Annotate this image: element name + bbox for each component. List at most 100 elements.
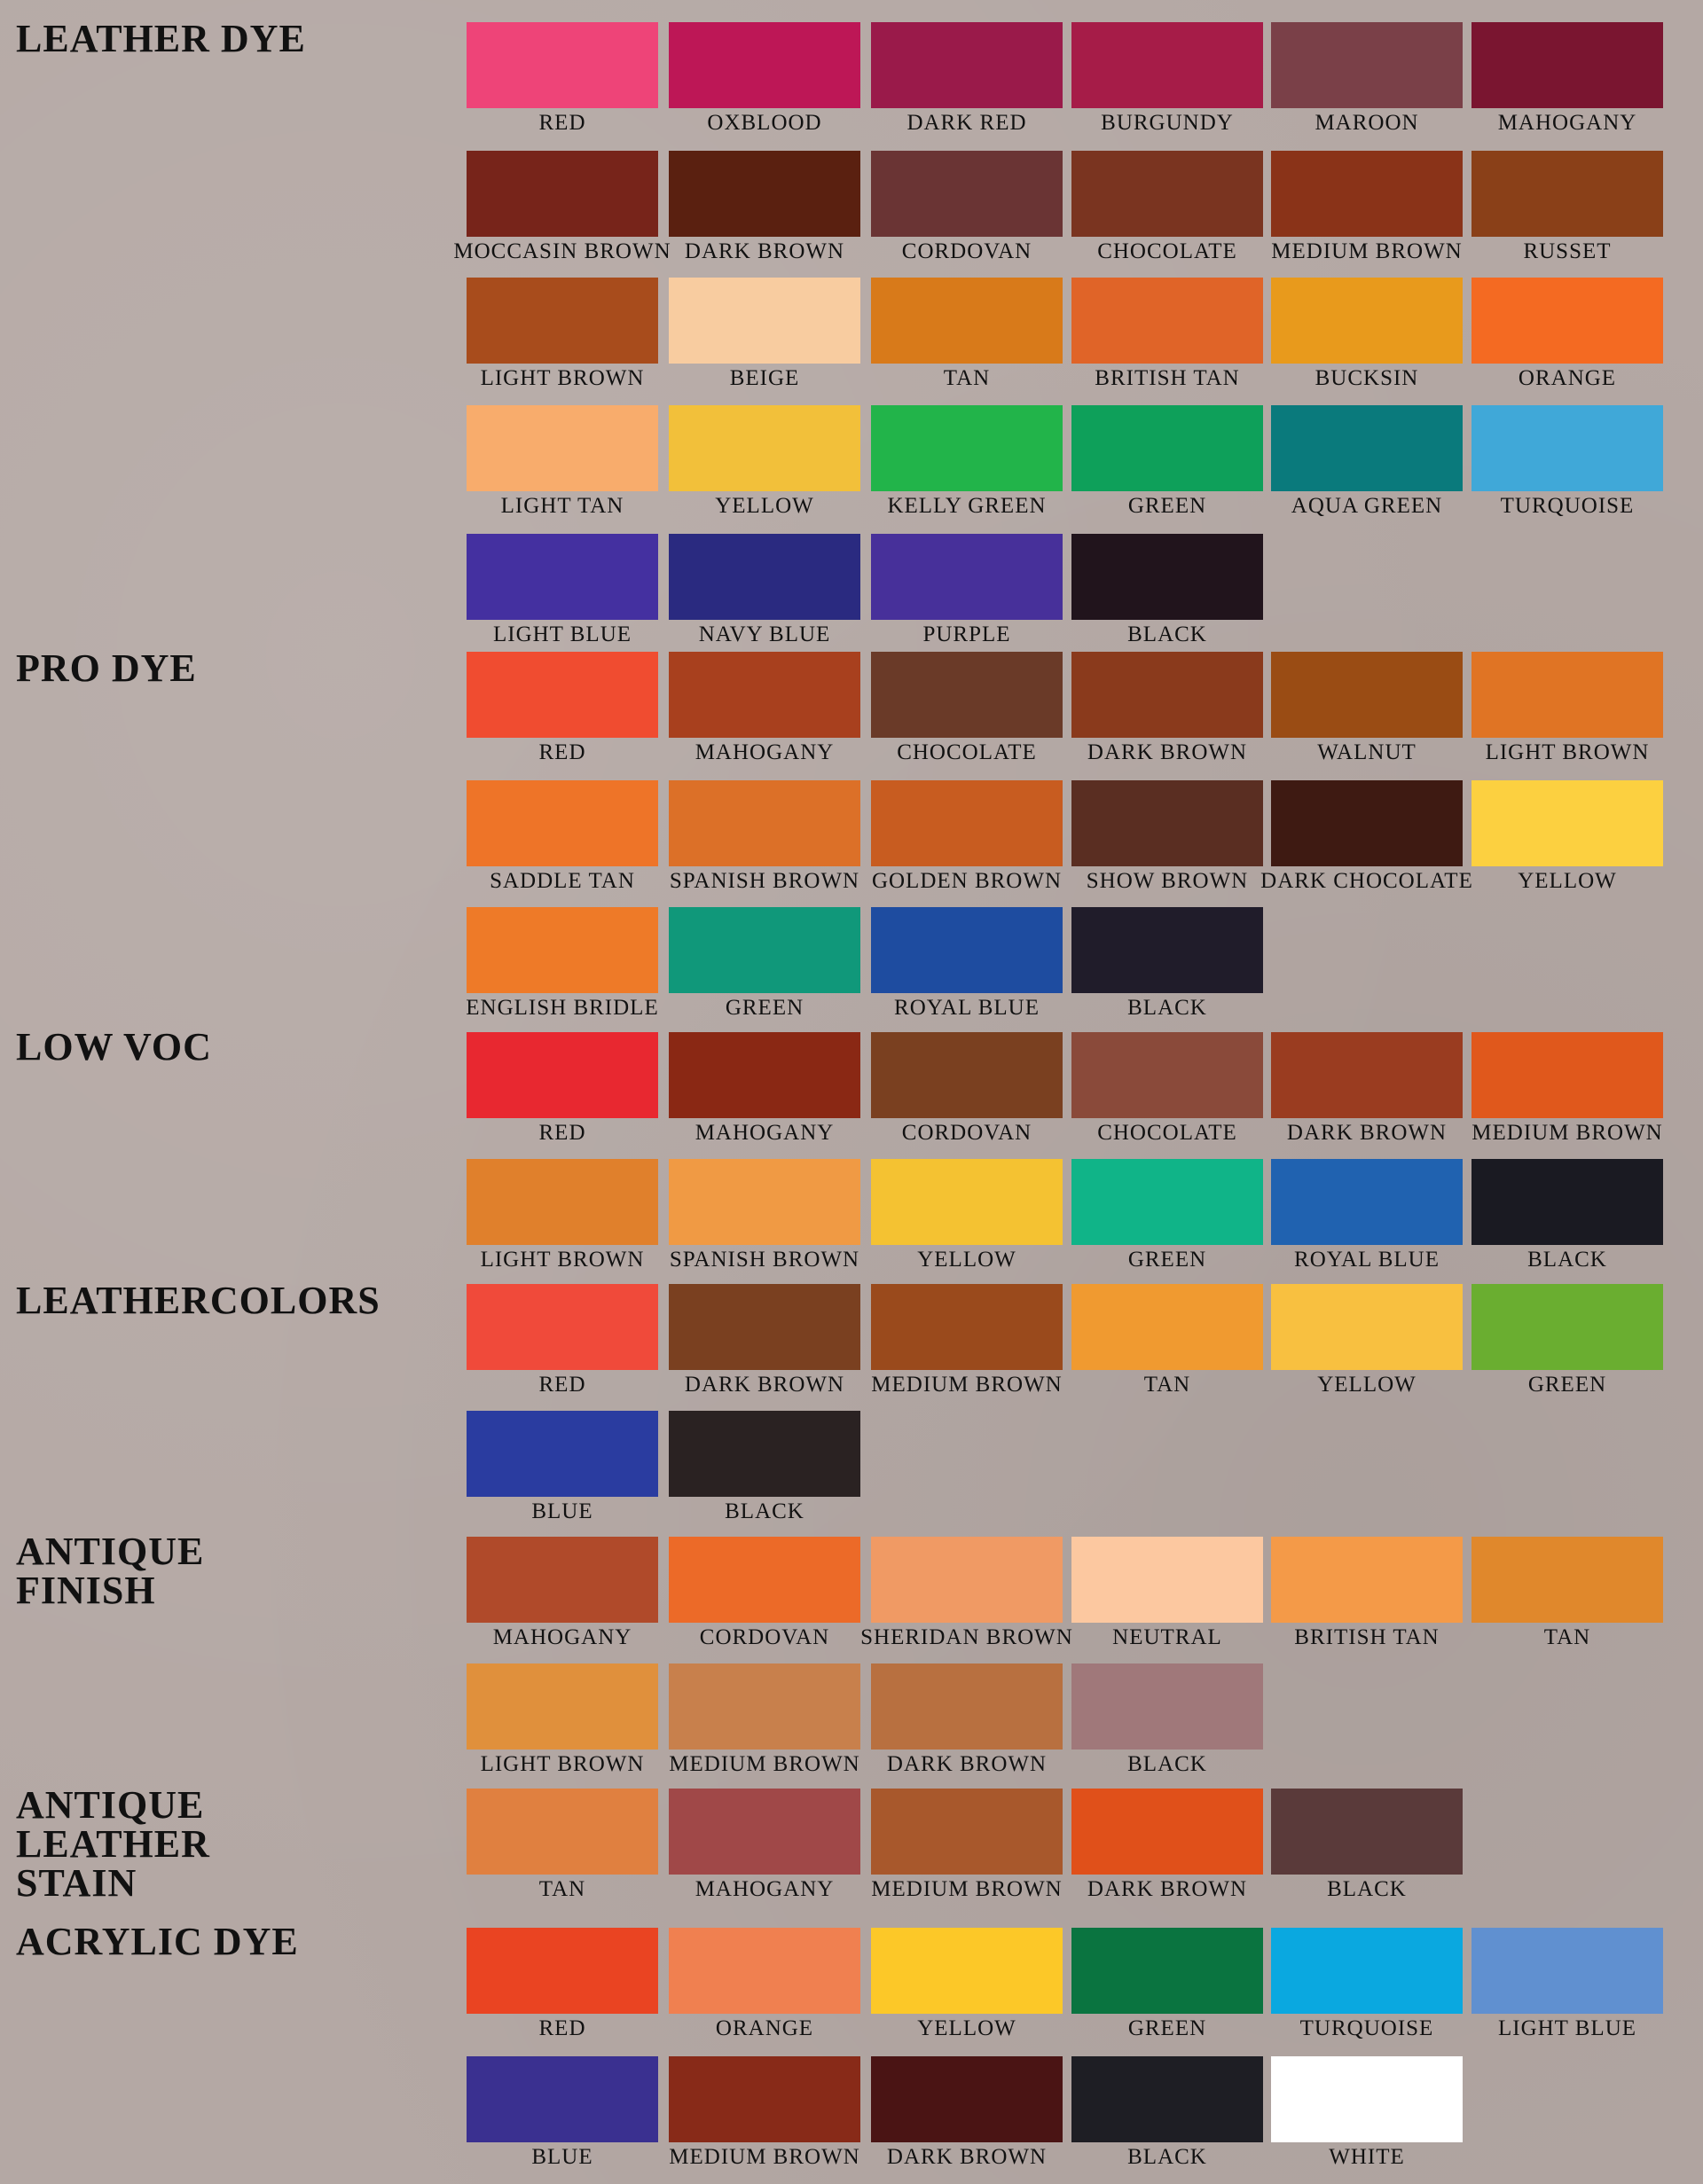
swatch-label: CORDOVAN: [699, 1625, 830, 1649]
swatch-chip: [871, 534, 1063, 620]
swatch-label: BLACK: [1127, 1752, 1207, 1776]
color-swatch: MAROON: [1271, 22, 1463, 135]
color-swatch: GREEN: [669, 907, 860, 1020]
swatch-label: RED: [538, 740, 586, 764]
color-swatch: TAN: [467, 1789, 658, 1901]
swatch-chip: [871, 1284, 1063, 1370]
swatch-chip: [467, 1928, 658, 2014]
swatch-chip: [1071, 405, 1263, 491]
section-heading: ACRYLIC DYE: [16, 1920, 299, 1963]
swatch-chip: [467, 151, 658, 237]
swatch-chip: [871, 2056, 1063, 2142]
swatch-chip: [669, 2056, 860, 2142]
swatch-label: YELLOW: [1518, 869, 1617, 893]
swatch-label: GREEN: [1127, 2016, 1207, 2040]
color-swatch: DARK BROWN: [1071, 652, 1263, 764]
swatch-label: DARK BROWN: [1286, 1121, 1448, 1145]
swatch-label: BLACK: [1327, 1877, 1407, 1901]
swatch-label: RED: [538, 1121, 586, 1145]
swatch-chip: [1271, 652, 1463, 738]
swatch-chip: [467, 1411, 658, 1497]
swatch-chip: [1471, 1284, 1663, 1370]
color-swatch: CHOCOLATE: [1071, 151, 1263, 263]
swatch-chip: [871, 278, 1063, 364]
color-swatch: OXBLOOD: [669, 22, 860, 135]
swatch-chip: [1071, 151, 1263, 237]
swatch-label: SPANISH BROWN: [669, 1248, 860, 1272]
color-swatch: BRITISH TAN: [1271, 1537, 1463, 1649]
swatch-label: BUCKSIN: [1315, 366, 1419, 390]
color-swatch: RED: [467, 1032, 658, 1145]
color-swatch: MOCCASIN BROWN: [453, 151, 671, 263]
color-swatch: BLUE: [467, 1411, 658, 1523]
color-swatch: DARK CHOCOLATE: [1260, 780, 1472, 893]
color-swatch: CHOCOLATE: [1071, 1032, 1263, 1145]
swatch-label: ROYAL BLUE: [1294, 1248, 1440, 1272]
section-heading: LOW VOC: [16, 1025, 212, 1069]
swatch-label: WHITE: [1329, 2145, 1405, 2169]
swatch-chip: [467, 1032, 658, 1118]
swatch-label: LIGHT BROWN: [480, 366, 645, 390]
swatch-chip: [1471, 151, 1663, 237]
color-swatch: MEDIUM BROWN: [669, 1663, 860, 1776]
swatch-chip: [467, 1284, 658, 1370]
color-swatch: TAN: [871, 278, 1063, 390]
swatch-chip: [467, 652, 658, 738]
section-heading: ANTIQUE LEATHER STAIN: [16, 1783, 210, 1905]
swatch-label: CORDOVAN: [901, 1121, 1032, 1145]
swatch-label: RED: [538, 2016, 586, 2040]
swatch-chip: [1271, 1159, 1463, 1245]
swatch-label: YELLOW: [1317, 1373, 1417, 1397]
swatch-label: CORDOVAN: [901, 239, 1032, 263]
swatch-chip: [669, 1663, 860, 1750]
swatch-chip: [467, 780, 658, 866]
swatch-chip: [871, 22, 1063, 108]
swatch-chip: [1271, 1537, 1463, 1623]
color-swatch: GREEN: [1471, 1284, 1663, 1397]
swatch-label: MEDIUM BROWN: [669, 1752, 860, 1776]
swatch-label: TURQUOISE: [1299, 2016, 1434, 2040]
swatch-chip: [1071, 22, 1263, 108]
swatch-chip: [1471, 22, 1663, 108]
swatch-label: RED: [538, 1373, 586, 1397]
swatch-chip: [669, 652, 860, 738]
swatch-label: BLACK: [1127, 996, 1207, 1020]
color-swatch: DARK RED: [871, 22, 1063, 135]
swatch-chip: [669, 1032, 860, 1118]
swatch-label: BLUE: [531, 1499, 593, 1523]
color-swatch: BLACK: [1071, 2056, 1263, 2169]
swatch-label: PURPLE: [922, 622, 1011, 646]
swatch-label: BEIGE: [729, 366, 800, 390]
swatch-chip: [669, 405, 860, 491]
color-swatch: ROYAL BLUE: [871, 907, 1063, 1020]
section-heading: ANTIQUE FINISH: [16, 1530, 205, 1612]
swatch-chip: [669, 780, 860, 866]
color-swatch: LIGHT BROWN: [1471, 652, 1663, 764]
swatch-chip: [467, 907, 658, 993]
swatch-chip: [1271, 278, 1463, 364]
swatch-label: TAN: [1543, 1625, 1591, 1649]
color-swatch: RED: [467, 1284, 658, 1397]
color-swatch: AQUA GREEN: [1271, 405, 1463, 518]
swatch-label: ENGLISH BRIDLE: [466, 996, 659, 1020]
color-swatch: BLACK: [669, 1411, 860, 1523]
color-swatch: DARK BROWN: [669, 1284, 860, 1397]
color-swatch: ENGLISH BRIDLE: [466, 907, 658, 1020]
swatch-chip: [669, 1411, 860, 1497]
color-swatch: LIGHT BLUE: [467, 534, 658, 646]
swatch-chip: [1071, 534, 1263, 620]
color-swatch: CORDOVAN: [669, 1537, 860, 1649]
swatch-chip: [871, 405, 1063, 491]
swatch-chip: [1471, 1928, 1663, 2014]
color-swatch: WHITE: [1271, 2056, 1463, 2169]
swatch-label: BLACK: [1527, 1248, 1607, 1272]
color-swatch: ORANGE: [1471, 278, 1663, 390]
color-swatch: WALNUT: [1271, 652, 1463, 764]
swatch-chip: [871, 1663, 1063, 1750]
swatch-chip: [1471, 1032, 1663, 1118]
swatch-label: MEDIUM BROWN: [871, 1877, 1063, 1901]
color-swatch: MEDIUM BROWN: [1471, 1032, 1663, 1145]
swatch-chip: [669, 278, 860, 364]
color-swatch: DARK BROWN: [871, 1663, 1063, 1776]
swatch-label: SPANISH BROWN: [669, 869, 860, 893]
